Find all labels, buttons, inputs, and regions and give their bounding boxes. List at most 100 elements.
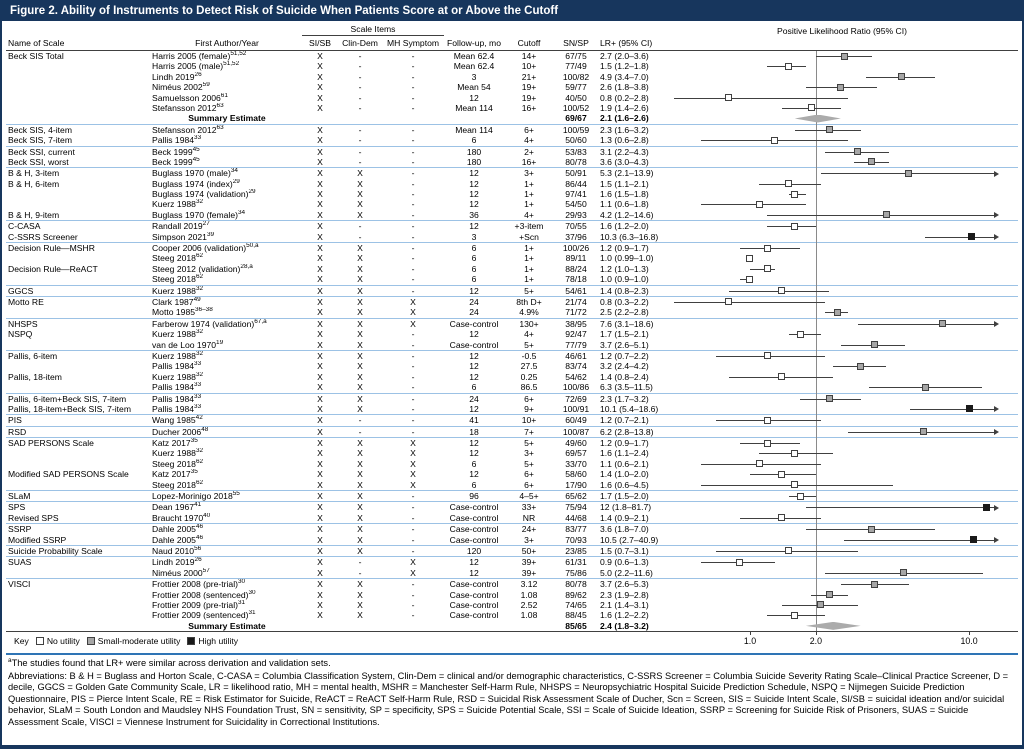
mh-symptom-mark: - <box>411 168 415 179</box>
clin-dem-mark: X <box>357 350 363 361</box>
lr-ci-value: 5.3 (2.1–13.9) <box>600 168 654 179</box>
cutoff-value: 6+ <box>524 393 534 404</box>
author-year: Beck 199945 <box>152 156 200 167</box>
clin-dem-mark: X <box>357 458 363 469</box>
mh-symptom-mark: - <box>411 92 415 103</box>
table-row: Kuerz 198832 X X X 12 3+ 69/57 1.6 (1.1–2.4) <box>6 448 1018 458</box>
lr-ci-value: 1.5 (1.1–2.1) <box>600 178 649 189</box>
followup-value: 180 <box>466 146 482 157</box>
cutoff-value: 16+ <box>521 102 537 113</box>
followup-value: Case-control <box>449 579 499 590</box>
cutoff-value: 86.5 <box>520 382 538 393</box>
si-sb-mark: X <box>317 610 323 621</box>
reference-superscript: 62 <box>195 274 204 281</box>
forest-plot-cell <box>674 502 1010 512</box>
lr-ci-value: 1.9 (1.4–2.6) <box>600 102 649 113</box>
si-sb-mark: X <box>317 512 323 523</box>
author-year: Beck 199945 <box>152 146 200 157</box>
author-year: Pallis 198433 <box>152 382 202 393</box>
reference-superscript: 28,a <box>240 263 253 270</box>
cutoff-value: NR <box>522 512 536 523</box>
author-year: Buglass 1970 (male)34 <box>152 168 238 179</box>
effect-marker <box>833 308 841 316</box>
effect-marker <box>868 158 876 166</box>
table-row: Motto 198536–38 X X X 24 4.9% 71/72 2.5 (2.2–2.… <box>6 307 1018 317</box>
author-year: Motto 198536–38 <box>152 307 213 318</box>
mh-symptom-mark: X <box>410 448 416 459</box>
footnote-a-marker: a <box>8 657 12 664</box>
followup-value: 6 <box>471 263 477 274</box>
axis-tick-label: 1.0 <box>743 636 757 647</box>
table-row: NSPQ Kuerz 198832 X X - 12 4+ 92/47 1.7 (1.5–2.1… <box>6 329 1018 339</box>
table-row: NHSPS Farberow 1974 (validation)67,a X X X Ca… <box>6 319 1018 329</box>
reference-superscript: 56 <box>194 545 202 553</box>
clin-dem-mark: X <box>357 339 363 350</box>
lr-ci-value: 3.7 (2.6–5.3) <box>600 579 649 590</box>
author-year: Farberow 1974 (validation)67,a <box>152 318 267 329</box>
mh-symptom-mark: - <box>411 156 415 167</box>
sn-sp-value: 46/61 <box>565 350 587 361</box>
clin-dem-mark: X <box>357 168 363 179</box>
table-row: SPS Dean 196741 X X - Case-control 33+ 75/94 12 … <box>6 502 1018 512</box>
summary-row: Summary Estimate 85/65 2.4 (1.8–3.2) <box>6 621 1018 631</box>
forest-plot-cell <box>674 480 1010 490</box>
table-row: C-CASA Randall 201927 X - - 12 +3-item 70/55 1.6… <box>6 221 1018 231</box>
table-row: Beck SIS, 4-item Stefansson 201263 X - - Mean… <box>6 125 1018 135</box>
lr-ci-value: 10.1 (5.4–18.6) <box>600 403 659 414</box>
lr-ci-value: 0.8 (0.3–2.2) <box>600 296 649 307</box>
key-label: Key <box>14 636 29 647</box>
cutoff-value: 19+ <box>521 82 537 93</box>
clin-dem-mark: - <box>358 135 362 146</box>
clin-dem-mark: X <box>357 491 363 502</box>
reference-superscript: 57 <box>202 567 210 574</box>
effect-marker <box>746 275 754 283</box>
clin-dem-mark: - <box>358 557 362 568</box>
table-row: Revised SPS Braucht 197040 X X - Case-control… <box>6 513 1018 523</box>
x-axis: 1.0 2.0 10.0 <box>674 632 1010 652</box>
scale-name: Pallis, 18-item+Beck SIS, 7-item <box>8 403 131 414</box>
si-sb-mark: X <box>317 307 323 318</box>
followup-value: 41 <box>469 415 479 426</box>
table-row: Decision Rule—ReACT Steeg 2012 (validatio… <box>6 264 1018 274</box>
sn-sp-value: 100/87 <box>562 426 590 437</box>
effect-marker <box>868 525 876 533</box>
lr-ci-value: 3.2 (2.4–4.2) <box>600 361 649 372</box>
mh-symptom-mark: - <box>411 599 415 610</box>
lr-ci-value: 1.6 (1.5–1.8) <box>600 189 649 200</box>
sn-sp-value: 85/65 <box>565 620 587 631</box>
key-item-no-utility: No utility <box>35 636 80 646</box>
clin-dem-mark: X <box>357 263 363 274</box>
sn-sp-value: 40/50 <box>565 92 587 103</box>
si-sb-mark: X <box>317 231 323 242</box>
forest-plot-cell <box>674 51 1010 61</box>
sn-sp-value: 88/24 <box>565 263 587 274</box>
cutoff-value: 8th D+ <box>516 296 542 307</box>
cutoff-value: 6+ <box>524 469 534 480</box>
clin-dem-mark: X <box>357 479 363 490</box>
table-row: Steeg 201862 X X X 6 5+ 33/70 1.1 (0.6–2.1) <box>6 459 1018 469</box>
clin-dem-mark: X <box>357 579 363 590</box>
forest-plot-cell <box>674 125 1010 135</box>
effect-marker <box>883 211 890 219</box>
mh-symptom-mark: - <box>411 178 415 189</box>
table-row: Steeg 201862 X X - 6 1+ 89/11 1.0 (0.99–1.0) <box>6 253 1018 263</box>
clin-dem-mark: - <box>358 146 362 157</box>
forest-plot-cell <box>674 491 1010 501</box>
cutoff-value: 9+ <box>524 403 534 414</box>
cutoff-value: 19+ <box>521 92 537 103</box>
table-row: Beck SIS, 7-item Pallis 198433 X - - 6 4+ 50/60… <box>6 135 1018 145</box>
sn-sp-value: 54/50 <box>565 199 587 210</box>
reference-superscript: 33 <box>194 135 202 142</box>
lr-ci-value: 2.4 (1.8–3.2) <box>600 620 649 631</box>
scale-group: GGCS Kuerz 198832 X X - 12 5+ 54/61 1.4 (0.8–2.3… <box>6 286 1018 297</box>
confidence-interval-line <box>674 301 825 303</box>
lr-ci-value: 1.2 (1.0–1.3) <box>600 263 649 274</box>
scale-group: C-CASA Randall 201927 X - -12 +3-item 70/55 1.6… <box>6 221 1018 244</box>
mh-symptom-mark: - <box>411 285 415 296</box>
scale-name: Beck SIS, 4-item <box>8 124 72 135</box>
author-year: Naud 201056 <box>152 545 202 556</box>
reference-superscript: 46 <box>195 524 204 531</box>
effect-marker <box>840 52 848 60</box>
sn-sp-value: 65/62 <box>565 491 587 502</box>
followup-value: 12 <box>469 557 479 568</box>
